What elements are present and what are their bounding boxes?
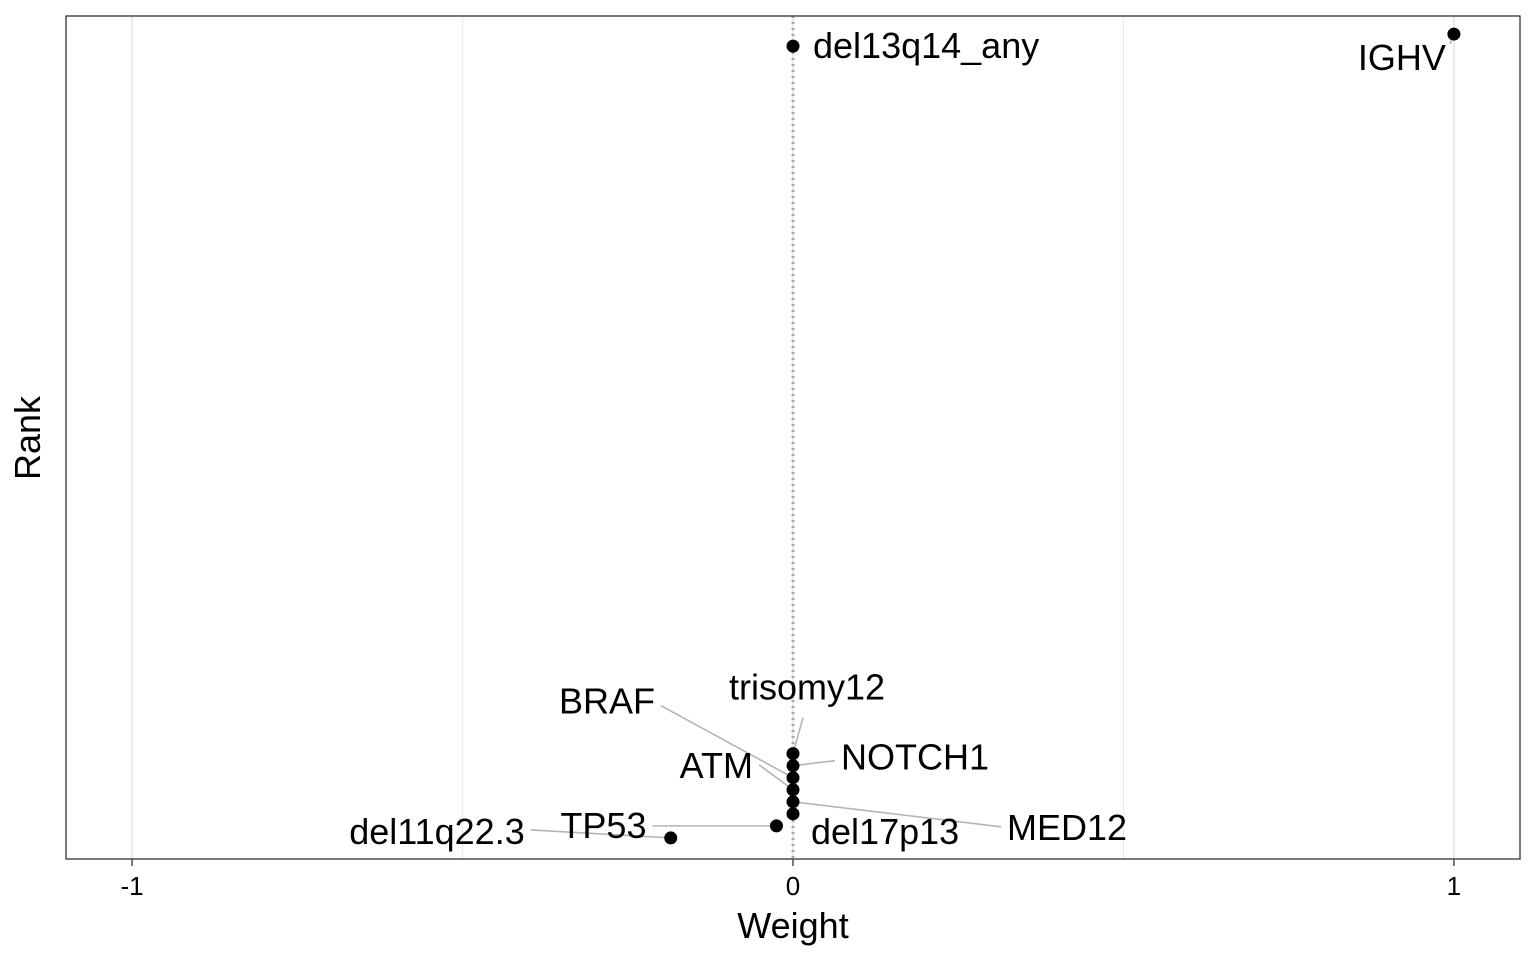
label-tp53: TP53 — [560, 805, 646, 846]
label-del11q22-3: del11q22.3 — [349, 811, 525, 852]
x-tick-label: 0 — [786, 871, 800, 901]
label-med12: MED12 — [1007, 807, 1127, 848]
leader-line-atm — [758, 764, 794, 791]
label-ighv: IGHV — [1358, 37, 1446, 78]
point-trisomy12 — [786, 747, 800, 761]
leader-line-braf — [660, 705, 794, 779]
label-del13q14-any: del13q14_any — [813, 25, 1039, 66]
point-ighv — [1447, 27, 1461, 41]
leader-line-med12 — [792, 801, 1002, 828]
x-tick-label: 1 — [1447, 871, 1461, 901]
y-axis-title: Rank — [7, 395, 48, 480]
point-med12 — [786, 795, 800, 809]
point-del13q14-any — [786, 39, 800, 53]
label-atm: ATM — [680, 745, 753, 786]
label-trisomy12: trisomy12 — [729, 667, 885, 708]
point-del17p13 — [786, 807, 800, 821]
label-leader-lines — [530, 33, 1455, 839]
point-notch1 — [786, 759, 800, 773]
label-notch1: NOTCH1 — [841, 737, 989, 778]
point-braf — [786, 771, 800, 785]
leader-line-del11q22-3 — [530, 829, 671, 839]
x-axis-title: Weight — [737, 905, 848, 946]
label-del17p13: del17p13 — [811, 811, 959, 852]
point-atm — [786, 783, 800, 797]
label-braf: BRAF — [559, 681, 655, 722]
point-del11q22-3 — [664, 831, 678, 845]
x-axis-ticks: -1 0 1 — [121, 859, 1461, 901]
point-labels: IGHV del13q14_any trisomy12 NOTCH1 BRAF ATM ME… — [349, 25, 1446, 852]
leader-line-notch1 — [792, 759, 836, 767]
data-points — [664, 27, 1461, 845]
point-tp53 — [769, 819, 783, 833]
x-tick-label: -1 — [121, 871, 144, 901]
